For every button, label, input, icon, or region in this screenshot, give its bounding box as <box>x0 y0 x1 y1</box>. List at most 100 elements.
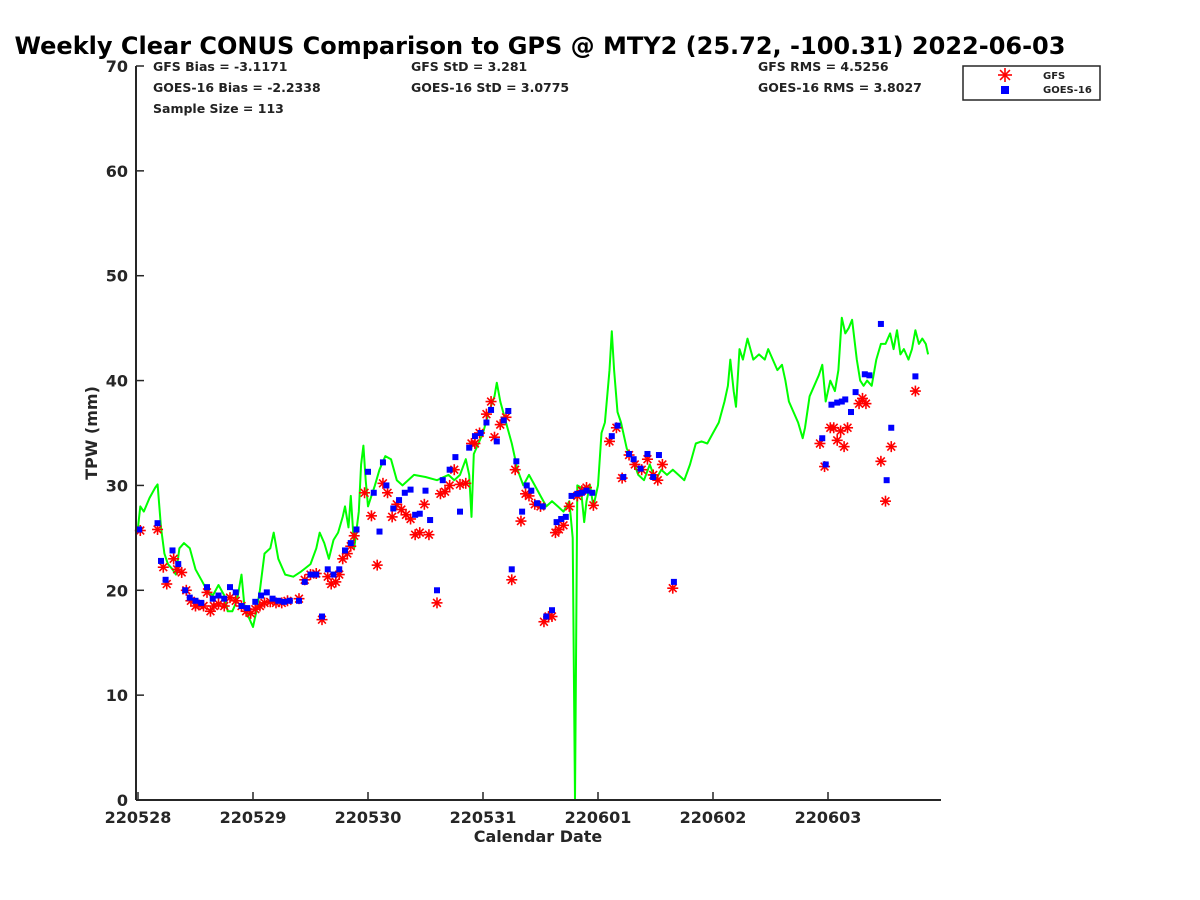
gfs-point-stroke <box>383 488 393 498</box>
goes-point <box>866 372 873 379</box>
gfs-point <box>485 396 497 408</box>
gfs-point <box>587 499 599 511</box>
gfs-point <box>506 574 518 586</box>
goes-point <box>281 598 288 605</box>
gfs-point-stroke <box>832 435 842 445</box>
gfs-point-stroke <box>366 511 376 521</box>
gfs-point <box>176 566 188 578</box>
goes-point <box>422 487 429 494</box>
goes-point <box>877 320 884 327</box>
gfs-point-stroke <box>205 606 215 616</box>
goes-point <box>620 474 627 481</box>
goes-point <box>175 561 182 568</box>
gfs-point-stroke <box>486 397 496 406</box>
gfs-point-stroke <box>199 601 209 611</box>
gfs-point-stroke <box>219 601 229 611</box>
gfs-point-stroke <box>162 579 172 589</box>
gfs-point-stroke <box>153 525 163 534</box>
goes-point <box>466 444 473 451</box>
goes-point <box>471 433 478 440</box>
goes-point <box>169 547 176 554</box>
y-tick-label: 50 <box>106 267 128 286</box>
goes-point <box>670 578 677 585</box>
gfs-point <box>875 455 887 467</box>
goes-point <box>589 489 596 496</box>
stat-goes-rms: GOES-16 RMS = 3.8027 <box>758 80 922 95</box>
goes-point <box>626 450 633 457</box>
gfs-point-stroke <box>455 479 465 489</box>
goes-point <box>608 433 615 440</box>
stats-block: GFS Bias = -3.1171 GOES-16 Bias = -2.233… <box>153 59 922 116</box>
goes-point <box>182 587 189 594</box>
gfs-point <box>157 561 169 573</box>
goes-point <box>319 613 325 620</box>
goes-point <box>828 401 835 408</box>
goes-point <box>500 417 507 424</box>
legend-gfs-marker <box>998 68 1012 82</box>
goes-point <box>562 513 569 520</box>
goes-point <box>439 477 446 484</box>
gfs-point <box>405 513 417 525</box>
legend-gfs-asterisk <box>998 68 1012 82</box>
gfs-point-stroke <box>260 598 269 608</box>
goes-point <box>401 489 408 496</box>
gfs-point-stroke <box>630 460 640 469</box>
goes-point <box>842 396 849 403</box>
stat-gfs-bias: GFS Bias = -3.1171 <box>153 59 287 74</box>
gfs-point-stroke <box>169 554 179 564</box>
gfs-point <box>656 458 668 470</box>
gfs-point <box>515 515 527 527</box>
gfs-point <box>204 605 216 617</box>
gfs-point <box>431 597 443 609</box>
gfs-point-stroke <box>839 442 849 452</box>
goes-point <box>162 576 169 583</box>
gfs-point <box>382 487 394 499</box>
gfs-point <box>414 527 426 539</box>
gfs-point-stroke <box>225 593 235 603</box>
gfs-point-stroke <box>470 439 480 448</box>
gfs-point <box>563 500 575 512</box>
series-goes-16 <box>136 320 919 620</box>
gfs-point-stroke <box>461 478 471 488</box>
goes-point <box>505 407 512 414</box>
goes-point <box>376 528 383 535</box>
goes-point <box>252 598 259 605</box>
goes-point <box>883 477 890 484</box>
goes-point <box>258 592 265 599</box>
gfs-point-stroke <box>588 500 598 510</box>
gfs-point <box>842 422 854 434</box>
goes-point <box>477 430 484 436</box>
legend: GFS GOES-16 <box>962 65 1101 101</box>
goes-point <box>446 466 453 473</box>
goes-point <box>330 571 337 578</box>
goes-point <box>313 571 320 578</box>
legend-goes-label: GOES-16 <box>1043 85 1092 96</box>
goes-point <box>342 547 348 554</box>
goes-point <box>263 589 270 596</box>
goes-point <box>912 373 919 380</box>
goes-point <box>630 456 637 463</box>
goes-point <box>493 438 500 445</box>
gfs-point-stroke <box>415 528 425 538</box>
stat-gfs-rms: GFS RMS = 4.5256 <box>758 59 889 74</box>
goes-point <box>861 371 868 378</box>
goes-point <box>136 526 143 533</box>
axes: 0 10 20 30 40 50 60 70 220528 220529 220530 220531 2… <box>105 57 941 827</box>
goes-point <box>365 468 371 475</box>
gfs-point-stroke <box>177 568 187 577</box>
gfs-point-stroke <box>657 460 667 469</box>
gfs-point-stroke <box>653 475 663 485</box>
y-tick-label: 60 <box>106 162 128 181</box>
gfs-point-stroke <box>843 423 853 433</box>
gfs-point <box>509 464 521 476</box>
gfs-point-stroke <box>876 456 886 466</box>
legend-gfs-label: GFS <box>1043 71 1065 82</box>
gfs-point-stroke <box>419 499 429 509</box>
goes-point <box>186 594 193 601</box>
gfs-point <box>439 486 451 498</box>
goes-point <box>407 486 414 493</box>
gfs-point <box>838 441 850 453</box>
stat-sample-size: Sample Size = 113 <box>153 101 284 116</box>
goes-point <box>336 566 343 573</box>
goes-point <box>416 510 423 517</box>
